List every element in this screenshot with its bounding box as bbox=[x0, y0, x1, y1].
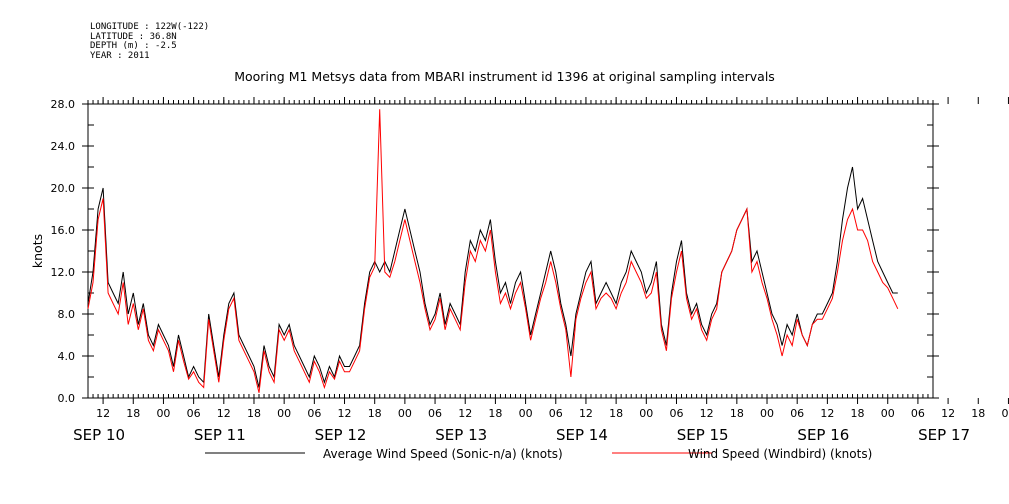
x-tick-label: 00 bbox=[881, 407, 895, 420]
x-tick-label: 12 bbox=[941, 407, 955, 420]
chart-title: Mooring M1 Metsys data from MBARI instru… bbox=[234, 69, 775, 84]
x-tick-label: 18 bbox=[247, 407, 261, 420]
x-day-label: SEP 10 bbox=[73, 426, 125, 444]
x-day-label: SEP 13 bbox=[435, 426, 487, 444]
x-tick-label: 06 bbox=[307, 407, 321, 420]
year-text: YEAR : 2011 bbox=[90, 50, 150, 61]
x-tick-label: 12 bbox=[820, 407, 834, 420]
x-tick-label: 12 bbox=[579, 407, 593, 420]
x-tick-label: 12 bbox=[458, 407, 472, 420]
series-line-windbird-speed bbox=[87, 109, 899, 393]
depth-text: DEPTH (m) : -2.5 bbox=[90, 41, 177, 51]
x-tick-label: 18 bbox=[730, 407, 744, 420]
x-tick-label: 18 bbox=[609, 407, 623, 420]
y-tick-label: 20.0 bbox=[51, 182, 76, 195]
x-tick-label: 12 bbox=[96, 407, 110, 420]
x-tick-label: 12 bbox=[217, 407, 231, 420]
x-day-label: SEP 11 bbox=[194, 426, 246, 444]
y-tick-label: 24.0 bbox=[51, 140, 76, 153]
x-tick-label: 00 bbox=[277, 407, 291, 420]
y-tick-label: 8.0 bbox=[58, 308, 76, 321]
x-day-label: SEP 17 bbox=[918, 426, 970, 444]
series-line-average-wind-speed bbox=[87, 166, 898, 388]
x-tick-label: 18 bbox=[126, 407, 140, 420]
x-tick-label: 06 bbox=[790, 407, 804, 420]
metadata-block: LONGITUDE : 122W(-122) LATITUDE : 36.8N DE… bbox=[90, 22, 210, 61]
legend-label: Wind Speed (Windbird) (knots) bbox=[688, 447, 872, 461]
y-tick-label: 28.0 bbox=[51, 98, 76, 111]
x-tick-label: 18 bbox=[368, 407, 382, 420]
legend-label: Average Wind Speed (Sonic-n/a) (knots) bbox=[323, 447, 563, 461]
x-tick-label: 06 bbox=[549, 407, 563, 420]
x-day-label: SEP 14 bbox=[556, 426, 608, 444]
x-tick-label: 18 bbox=[488, 407, 502, 420]
x-day-label: SEP 12 bbox=[315, 426, 367, 444]
x-tick-label: 06 bbox=[187, 407, 201, 420]
x-tick-label: 00 bbox=[760, 407, 774, 420]
x-day-label: SEP 15 bbox=[677, 426, 729, 444]
x-tick-label: 00 bbox=[398, 407, 412, 420]
x-tick-label: 12 bbox=[700, 407, 714, 420]
x-tick-label: 00 bbox=[639, 407, 653, 420]
y-tick-label: 16.0 bbox=[51, 224, 76, 237]
y-tick-label: 4.0 bbox=[58, 350, 76, 363]
x-tick-label: 18 bbox=[851, 407, 865, 420]
x-tick-label: 12 bbox=[338, 407, 352, 420]
x-tick-label: 18 bbox=[971, 407, 985, 420]
y-tick-label: 12.0 bbox=[51, 266, 76, 279]
x-tick-label: 00 bbox=[1001, 407, 1009, 420]
x-tick-label: 06 bbox=[911, 407, 925, 420]
x-tick-label: 06 bbox=[428, 407, 442, 420]
latitude-text: LATITUDE : 36.8N bbox=[90, 31, 177, 42]
longitude-text: LONGITUDE : 122W(-122) bbox=[90, 22, 210, 32]
x-tick-label: 00 bbox=[519, 407, 533, 420]
x-day-label: SEP 16 bbox=[797, 426, 849, 444]
y-tick-label: 0.0 bbox=[58, 392, 76, 405]
y-axis-label: knots bbox=[30, 234, 45, 268]
x-tick-label: 00 bbox=[156, 407, 170, 420]
x-tick-label: 06 bbox=[669, 407, 683, 420]
